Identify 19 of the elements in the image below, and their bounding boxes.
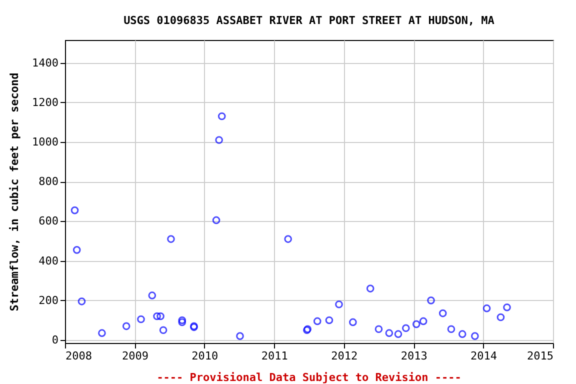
x-tick-label: 2010 (192, 350, 218, 362)
y-tick-label: 200 (38, 294, 58, 307)
y-tick-label: 1400 (32, 56, 58, 70)
x-tick-label: 2013 (400, 350, 428, 362)
x-tick-label: 2008 (66, 350, 92, 362)
chart-title: USGS 01096835 ASSABET RIVER AT PORT STREET AT HUDSON, MA (124, 14, 495, 27)
y-tick-label: 0 (52, 334, 58, 347)
x-tick-label: 2012 (331, 350, 358, 362)
x-tick-label: 2015 (527, 350, 554, 362)
y-axis-title: Streamflow, in cubic feet per second (8, 72, 22, 312)
text: ---- Provisional Data Subject to Revision ---- (156, 371, 462, 384)
y-tick-label: 400 (38, 254, 58, 268)
y-tick-label: 800 (38, 175, 58, 188)
y-tick-label: 1000 (32, 135, 58, 148)
x-tick-label: 2014 (470, 350, 498, 362)
y-tick-label: 1200 (32, 96, 58, 109)
y-tick-label: 600 (38, 214, 58, 228)
x-tick-label: 2011 (261, 350, 288, 362)
x-tick-label: 2009 (122, 350, 148, 362)
